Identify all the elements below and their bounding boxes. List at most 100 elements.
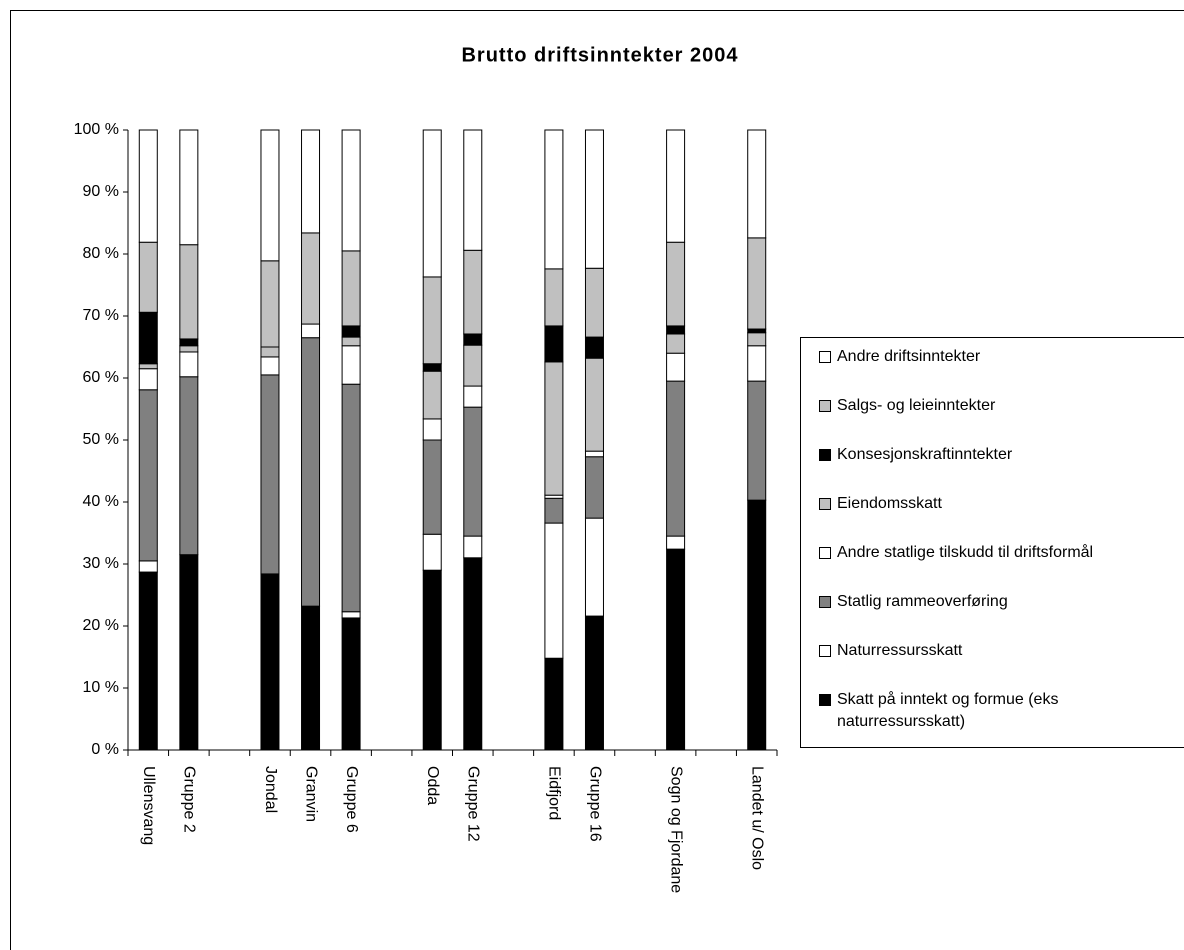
bar-segment — [584, 336, 604, 359]
legend-swatch — [819, 547, 831, 559]
bar-segment — [301, 323, 321, 339]
bar-segment — [422, 276, 442, 365]
x-tick-label: Odda — [424, 766, 441, 805]
bar-segment — [584, 450, 604, 458]
bar-segment — [179, 338, 199, 347]
bar-segment — [747, 499, 767, 751]
bar-segment — [341, 129, 361, 252]
bar-segment — [584, 456, 604, 519]
bar-segment — [463, 129, 483, 251]
bar-segment — [747, 129, 767, 239]
legend-label: Eiendomsskatt — [837, 495, 942, 512]
legend-swatch — [819, 645, 831, 657]
legend-item: Eiendomsskatt — [819, 493, 1184, 542]
x-tick-label: Gruppe 2 — [181, 766, 198, 833]
bar-segment — [301, 232, 321, 325]
bar-segment — [138, 560, 158, 573]
legend-swatch — [819, 694, 831, 706]
bar-segment — [544, 268, 564, 327]
bar-segment — [422, 418, 442, 441]
bar-segment — [422, 370, 442, 420]
bar-segment — [138, 129, 158, 243]
bar-segment — [422, 363, 442, 372]
bar-segment — [584, 615, 604, 751]
legend-item: Salgs- og leieinntekter — [819, 395, 1184, 444]
bar-segment — [341, 611, 361, 619]
y-tick-label: 50 % — [83, 431, 119, 448]
x-tick-label: Ullensvang — [140, 766, 157, 845]
bar-segment — [544, 657, 564, 751]
bar-segment — [747, 237, 767, 330]
bar-segment — [463, 535, 483, 559]
legend-swatch — [819, 449, 831, 461]
x-tick-label: Gruppe 16 — [586, 766, 603, 842]
x-tick-label: Jondal — [262, 766, 279, 813]
bar-segment — [341, 617, 361, 751]
bar-segment — [747, 380, 767, 501]
x-tick-label: Landet u/ Oslo — [748, 766, 765, 870]
bar-segment — [584, 267, 604, 338]
bar-segment — [138, 571, 158, 751]
bar-segment — [747, 328, 767, 334]
bar-segment — [666, 352, 686, 382]
legend-item: Statlig rammeoverføring — [819, 591, 1184, 640]
bar-segment — [666, 241, 686, 327]
bar-segment — [179, 244, 199, 340]
y-tick-label: 40 % — [83, 493, 119, 510]
legend-item: Naturressursskatt — [819, 640, 1184, 689]
bar-segment — [422, 569, 442, 751]
y-tick-label: 20 % — [83, 617, 119, 634]
bar-segment — [544, 522, 564, 659]
x-tick-label: Eidfjord — [546, 766, 563, 820]
bar-segment — [747, 345, 767, 382]
bar-segment — [179, 129, 199, 246]
bar-segment — [138, 389, 158, 562]
legend-label: Skatt på inntekt og formue (eks naturres… — [837, 691, 1059, 730]
bar-segment — [341, 383, 361, 613]
bar-segment — [422, 129, 442, 278]
legend-swatch — [819, 400, 831, 412]
bar-segment — [666, 325, 686, 335]
x-tick-label: Granvin — [302, 766, 319, 822]
chart-border — [10, 10, 1184, 950]
x-tick-label: Gruppe 12 — [465, 766, 482, 842]
bar-segment — [138, 363, 158, 370]
legend-label: Konsesjonskraftinntekter — [837, 446, 1013, 463]
legend-label: Naturressursskatt — [837, 642, 963, 659]
bar-segment — [544, 361, 564, 496]
legend-label: Statlig rammeoverføring — [837, 593, 1008, 610]
bar-segment — [463, 385, 483, 408]
bar-segment — [260, 260, 280, 348]
bar-segment — [341, 345, 361, 385]
bar-segment — [463, 333, 483, 346]
bar-segment — [301, 605, 321, 751]
y-tick-label: 10 % — [83, 679, 119, 696]
legend-swatch — [819, 596, 831, 608]
bar-segment — [463, 557, 483, 751]
bar-segment — [179, 345, 199, 353]
bar-segment — [422, 439, 442, 535]
bar-segment — [179, 554, 199, 751]
y-tick-label: 80 % — [83, 245, 119, 262]
bar-segment — [301, 129, 321, 234]
bar-segment — [138, 241, 158, 313]
bar-segment — [138, 311, 158, 365]
y-tick-label: 0 % — [91, 741, 119, 758]
bar-segment — [463, 344, 483, 387]
bar-segment — [747, 332, 767, 347]
y-tick-label: 30 % — [83, 555, 119, 572]
bar-segment — [341, 336, 361, 347]
bar-segment — [666, 129, 686, 243]
legend-label: Salgs- og leieinntekter — [837, 397, 996, 414]
bar-segment — [584, 357, 604, 452]
legend-item: Andre statlige tilskudd til driftsformål — [819, 542, 1184, 591]
bar-segment — [666, 333, 686, 354]
y-tick-label: 70 % — [83, 307, 119, 324]
legend-item: Konsesjonskraftinntekter — [819, 444, 1184, 493]
legend: Andre driftsinntekter Salgs- og leieinnte… — [800, 337, 1184, 748]
bar-segment — [138, 368, 158, 391]
bar-segment — [341, 325, 361, 338]
bar-segment — [584, 129, 604, 269]
bar-segment — [463, 249, 483, 335]
